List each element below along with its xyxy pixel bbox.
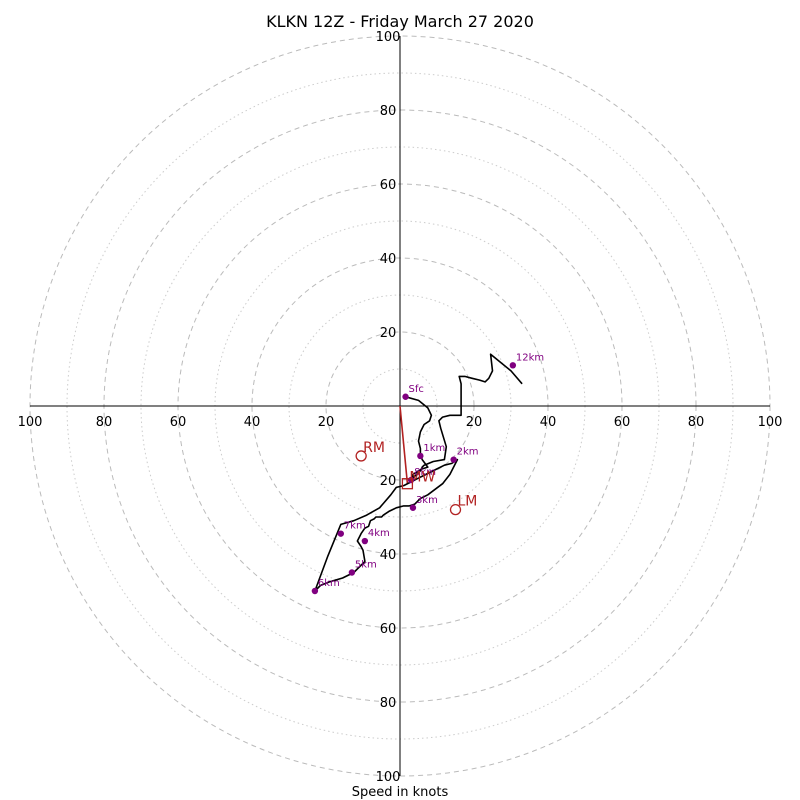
- x-tick-label: 20: [318, 415, 335, 430]
- y-tick-label: 20: [380, 474, 397, 489]
- height-marker-label: 4km: [368, 528, 390, 539]
- y-tick-label: 40: [380, 548, 397, 563]
- x-tick-label: 40: [540, 415, 557, 430]
- x-tick-label: 100: [758, 415, 783, 430]
- hodograph-line-layer: [314, 353, 523, 592]
- y-tick-label: 100: [376, 770, 401, 785]
- height-marker: [450, 456, 457, 463]
- height-marker-label: 6km: [318, 578, 340, 589]
- height-markers: Sfc 1km 2km 3km 4km 5km 6km 7km 8km 12km: [311, 352, 544, 595]
- height-marker: [402, 393, 409, 400]
- height-marker-label: 2km: [457, 447, 479, 458]
- storm-motion-label: LM: [458, 494, 478, 510]
- y-tick-label: 20: [380, 326, 397, 341]
- y-tick-label: 60: [380, 622, 397, 637]
- x-tick-label: 80: [96, 415, 113, 430]
- x-axis-label: Speed in knots: [352, 785, 449, 800]
- height-marker: [417, 452, 424, 460]
- height-marker-label: 1km: [423, 443, 445, 454]
- height-marker: [409, 504, 417, 511]
- storm-motion-layer: RM LM MW: [355, 440, 478, 516]
- height-marker-label: Sfc: [409, 384, 424, 395]
- x-tick-label: 60: [614, 415, 631, 430]
- height-marker: [311, 587, 319, 595]
- storm-motion-marker: [449, 503, 462, 516]
- hodograph-line: [314, 353, 523, 592]
- x-tick-label: 100: [18, 415, 43, 430]
- y-tick-label: 80: [380, 696, 397, 711]
- x-tick-label: 80: [688, 415, 705, 430]
- x-tick-label: 60: [170, 415, 187, 430]
- height-marker-label: 7km: [344, 521, 366, 532]
- tick-labels: 100 80 60 40 20 20 40 60 80 100 100 80 60 40 20 20 40 60 8…: [18, 30, 783, 785]
- y-tick-label: 100: [376, 30, 401, 45]
- mean-wind-marker: [401, 478, 414, 490]
- height-marker: [361, 537, 369, 545]
- height-marker: [337, 530, 344, 537]
- y-tick-label: 40: [380, 252, 397, 267]
- height-marker: [348, 569, 356, 576]
- shear-vector-line: [399, 405, 409, 484]
- storm-motion-label: RM: [363, 440, 385, 456]
- height-marker: [509, 362, 517, 369]
- shear-vector-layer: [399, 405, 409, 484]
- y-tick-label: 80: [380, 104, 397, 119]
- height-marker-label: 12km: [516, 352, 544, 363]
- y-tick-label: 60: [380, 178, 397, 193]
- height-marker-label: 8km: [414, 467, 436, 478]
- storm-motion-marker: [355, 450, 367, 462]
- chart-title: KLKN 12Z - Friday March 27 2020: [266, 12, 534, 31]
- x-tick-label: 20: [466, 415, 483, 430]
- height-marker-label: 5km: [355, 560, 377, 571]
- x-tick-label: 40: [244, 415, 261, 430]
- mean-wind-label: MW: [409, 470, 435, 486]
- height-marker-label: 3km: [416, 495, 438, 506]
